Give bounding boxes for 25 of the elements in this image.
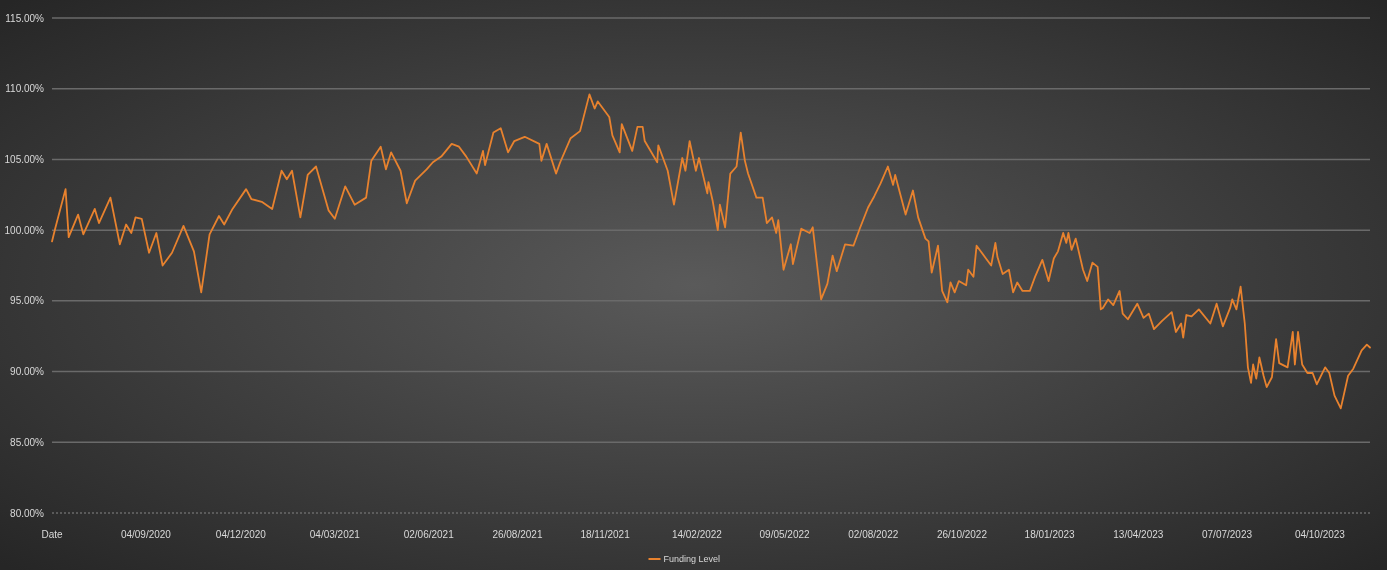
x-tick-label: 26/10/2022 <box>936 529 988 540</box>
line-series <box>51 93 1371 410</box>
y-tick-label: 85.00% <box>10 436 45 448</box>
x-tick-label: 09/05/2022 <box>759 529 811 540</box>
x-tick-label: 18/01/2023 <box>1024 529 1076 540</box>
x-tick-label: 02/08/2022 <box>848 529 899 540</box>
x-tick-label: 04/03/2021 <box>309 529 361 540</box>
x-tick-label: 04/12/2020 <box>215 529 267 540</box>
x-tick-label: 26/08/2021 <box>492 529 543 540</box>
x-tick-label: 18/11/2021 <box>580 529 631 540</box>
y-tick-label: 105.00% <box>4 153 45 165</box>
x-tick-label: 02/06/2021 <box>403 529 455 540</box>
y-tick-label: 95.00% <box>10 295 45 307</box>
x-tick-label: 04/10/2023 <box>1294 529 1346 540</box>
x-tick-label: 13/04/2023 <box>1113 529 1164 540</box>
x-tick-label: 07/07/2023 <box>1202 529 1253 540</box>
y-tick-label: 80.00% <box>10 507 45 519</box>
y-tick-label: 110.00% <box>5 83 45 95</box>
y-tick-label: 90.00% <box>10 366 45 378</box>
x-tick-label: 04/09/2020 <box>120 529 172 540</box>
legend-label: Funding Level <box>663 554 721 564</box>
x-tick-label: Date <box>41 529 63 540</box>
y-tick-label: 115.00% <box>5 12 45 24</box>
y-tick-label: 100.00% <box>4 224 45 236</box>
x-tick-label: 14/02/2022 <box>671 529 723 540</box>
